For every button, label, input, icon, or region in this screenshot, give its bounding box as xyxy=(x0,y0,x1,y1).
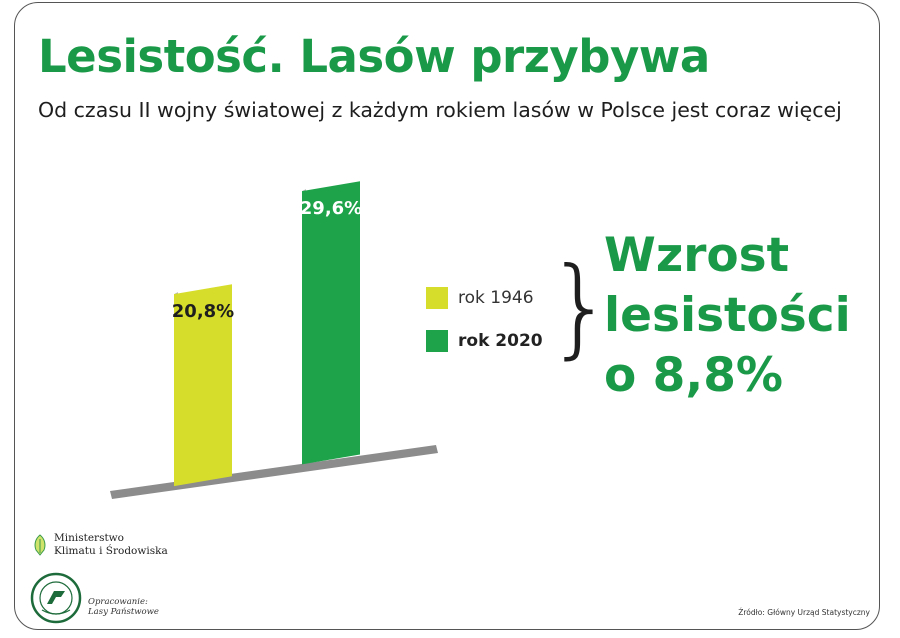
ministry-name-line-2: Klimatu i Środowiska xyxy=(54,545,168,557)
ministry-logo: Ministerstwo Klimatu i Środowiska xyxy=(32,532,168,558)
growth-callout: Wzrost lesistości o 8,8% xyxy=(604,226,851,406)
page-title: Lesistość. Lasów przybywa xyxy=(38,30,710,83)
prepared-by-line-2: Lasy Państwowe xyxy=(88,607,159,617)
callout-line-1: Wzrost xyxy=(604,228,790,283)
page-subtitle: Od czasu II wojny światowej z każdym rok… xyxy=(38,98,842,122)
callout-line-3: o 8,8% xyxy=(604,348,784,403)
prepared-by-line-1: Opracowanie: xyxy=(88,597,148,607)
legend-item-1946: rok 1946 xyxy=(426,287,534,309)
ministry-name-line-1: Ministerstwo xyxy=(54,532,124,544)
legend-label-2020: rok 2020 xyxy=(458,331,543,351)
bar-value-label-0: 20,8% xyxy=(172,301,234,322)
callout-line-2: lesistości xyxy=(604,288,851,343)
legend-swatch-1946 xyxy=(426,287,448,309)
data-source: Źródło: Główny Urząd Statystyczny xyxy=(738,608,870,617)
legend-label-1946: rok 1946 xyxy=(458,288,534,308)
bar-rok-2020 xyxy=(302,181,360,465)
infographic-card xyxy=(14,2,880,630)
prepared-by: Opracowanie: Lasy Państwowe xyxy=(88,597,159,617)
bar-rok-1946 xyxy=(174,284,232,487)
ministry-emblem-icon xyxy=(34,534,46,556)
chart-floor xyxy=(110,445,438,499)
legend-swatch-2020 xyxy=(426,330,448,352)
ministry-name: Ministerstwo Klimatu i Środowiska xyxy=(54,532,168,558)
curly-brace: } xyxy=(546,245,615,370)
bar-value-label-1: 29,6% xyxy=(300,198,362,219)
legend-item-2020: rok 2020 xyxy=(426,330,543,352)
lasy-panstwowe-logo-icon xyxy=(30,572,82,624)
